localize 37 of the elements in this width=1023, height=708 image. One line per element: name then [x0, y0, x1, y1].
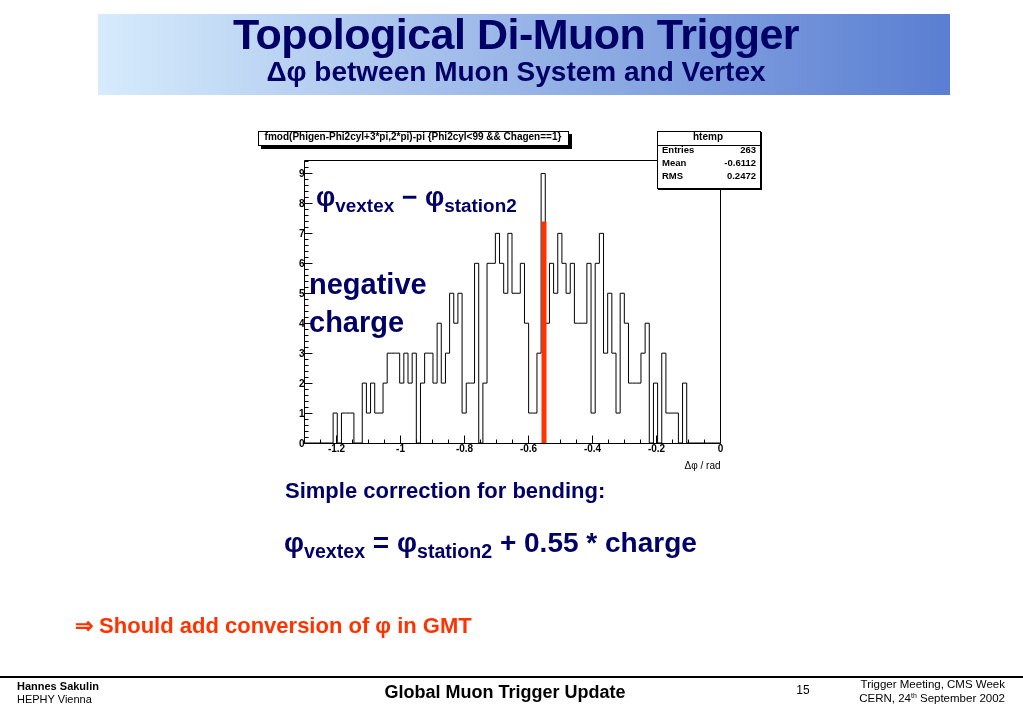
annotation: negative charge	[309, 267, 428, 340]
text: 15	[796, 683, 810, 697]
x-tick-label: -0.8	[455, 442, 474, 454]
y-tick-label: 7	[298, 227, 305, 239]
text: HEPHY Vienna	[17, 693, 92, 706]
annotation: Mean	[662, 157, 687, 169]
text: fmod(Phigen-Phi2cyl+3*pi,2*pi)-pi {Phi2cyl<99 && Chagen==1}	[264, 131, 562, 142]
annotation: RMS	[662, 170, 684, 182]
text: htemp	[693, 131, 723, 142]
text: Entries	[662, 144, 695, 156]
x-tick-label: -1	[396, 442, 406, 454]
text: -0.6112	[724, 157, 756, 168]
text: CERN, 24$^{th}$ September 2002	[859, 692, 1005, 705]
y-tick-label: 9	[298, 167, 305, 179]
text: φ$_{vextex}$ = φ$_{station2}$ + 0.55 * charge	[284, 527, 697, 563]
x-tick-label: 0	[717, 442, 724, 454]
x-tick-label: -0.6	[519, 442, 538, 454]
text: 0.2472	[726, 170, 756, 181]
x-tick-label: -0.2	[647, 442, 666, 454]
chart-title: Topological Di-Muon Trigger	[231, 10, 801, 60]
text: Trigger Meeting, CMS Week	[860, 678, 1005, 690]
text: Simple correction for bending:	[285, 478, 606, 504]
text: 263	[740, 144, 756, 155]
text: Hannes Sakulin	[17, 680, 99, 693]
y-tick-label: 1	[298, 407, 305, 419]
x-tick-label: -1.2	[327, 442, 346, 454]
y-tick-label: 8	[298, 197, 305, 209]
text: ⇒ Should add conversion of φ in GMT	[75, 613, 472, 639]
y-tick-label: 3	[298, 347, 305, 359]
x-tick-label: -0.4	[583, 442, 602, 454]
y-tick-label: 5	[298, 287, 305, 299]
annotation: φ$_{vextex}$ − φ$_{station2}$	[316, 182, 517, 217]
y-tick-label: 6	[298, 257, 305, 269]
x-axis-title: Δφ / rad	[684, 459, 721, 471]
y-tick-label: 2	[298, 377, 305, 389]
y-tick-label: 4	[298, 317, 305, 329]
text: Global Muon Trigger Update	[384, 682, 626, 702]
